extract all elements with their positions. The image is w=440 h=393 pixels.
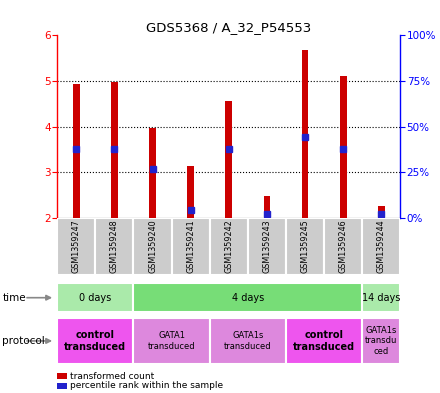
- Bar: [95, 218, 133, 275]
- Text: GSM1359243: GSM1359243: [262, 220, 271, 274]
- Text: control
transduced: control transduced: [64, 330, 126, 352]
- Bar: [324, 218, 362, 275]
- Bar: [111, 83, 118, 218]
- Text: GSM1359241: GSM1359241: [186, 220, 195, 274]
- Bar: [149, 128, 156, 218]
- Bar: [210, 318, 286, 364]
- Text: GSM1359245: GSM1359245: [301, 220, 310, 274]
- Bar: [378, 206, 385, 218]
- Text: GSM1359242: GSM1359242: [224, 220, 233, 274]
- Text: 4 days: 4 days: [232, 293, 264, 303]
- Bar: [133, 283, 362, 312]
- Text: protocol: protocol: [2, 336, 45, 346]
- Text: percentile rank within the sample: percentile rank within the sample: [70, 382, 223, 390]
- Bar: [210, 218, 248, 275]
- Text: 0 days: 0 days: [79, 293, 111, 303]
- Bar: [362, 218, 400, 275]
- Title: GDS5368 / A_32_P54553: GDS5368 / A_32_P54553: [146, 21, 312, 34]
- Bar: [73, 84, 80, 218]
- Bar: [57, 318, 133, 364]
- Text: 14 days: 14 days: [362, 293, 400, 303]
- Text: time: time: [2, 293, 26, 303]
- Text: GSM1359244: GSM1359244: [377, 220, 386, 274]
- Text: transformed count: transformed count: [70, 372, 154, 380]
- Bar: [172, 218, 210, 275]
- Bar: [362, 318, 400, 364]
- Bar: [286, 318, 362, 364]
- Bar: [362, 283, 400, 312]
- Bar: [225, 101, 232, 218]
- Text: GSM1359240: GSM1359240: [148, 220, 157, 274]
- Bar: [302, 50, 308, 218]
- Bar: [57, 283, 133, 312]
- Bar: [187, 165, 194, 218]
- Bar: [57, 218, 95, 275]
- Text: GATA1s
transdu
ced: GATA1s transdu ced: [365, 326, 397, 356]
- Bar: [133, 218, 172, 275]
- Text: GATA1s
transduced: GATA1s transduced: [224, 331, 271, 351]
- Text: control
transduced: control transduced: [293, 330, 355, 352]
- Bar: [264, 196, 270, 218]
- Text: GSM1359248: GSM1359248: [110, 220, 119, 274]
- Bar: [340, 77, 347, 218]
- Bar: [133, 318, 210, 364]
- Bar: [248, 218, 286, 275]
- Text: GSM1359247: GSM1359247: [72, 220, 81, 274]
- Bar: [286, 218, 324, 275]
- Text: GATA1
transduced: GATA1 transduced: [148, 331, 195, 351]
- Text: GSM1359246: GSM1359246: [339, 220, 348, 274]
